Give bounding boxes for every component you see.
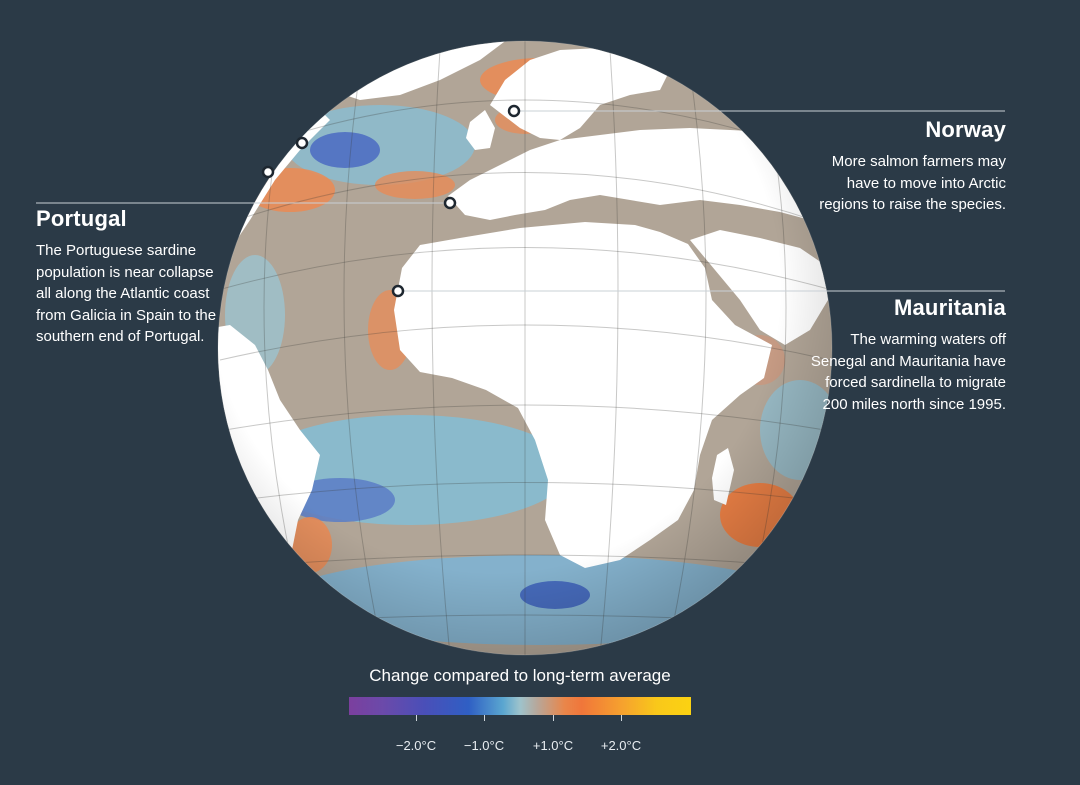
legend-tick-label: −2.0°C bbox=[395, 738, 437, 753]
marker-north-america-1 bbox=[295, 136, 309, 150]
globe-outline bbox=[217, 40, 833, 656]
marker-portugal bbox=[443, 196, 457, 210]
callout-portugal-title: Portugal bbox=[36, 206, 127, 231]
legend-tick-mark bbox=[553, 715, 554, 721]
legend-tick-mark bbox=[484, 715, 485, 721]
callout-norway-body: More salmon farmers may have to move int… bbox=[819, 153, 1006, 213]
marker-norway bbox=[507, 104, 521, 118]
globe-shading bbox=[218, 41, 832, 655]
legend-tick-label: −1.0°C bbox=[463, 738, 505, 753]
callout-norway: Norway More salmon farmers may have to m… bbox=[818, 117, 1006, 216]
callout-mauritania: Mauritania The warming waters off Senega… bbox=[810, 295, 1006, 415]
location-markers bbox=[261, 104, 521, 298]
legend-color-scale bbox=[349, 697, 691, 715]
callout-norway-title: Norway bbox=[925, 117, 1006, 142]
legend-tick-label: +2.0°C bbox=[600, 738, 642, 753]
callout-portugal: Portugal The Portuguese sardine populati… bbox=[36, 206, 226, 348]
marker-mauritania bbox=[391, 284, 405, 298]
legend-tick-mark bbox=[416, 715, 417, 721]
legend-title: Change compared to long-term average bbox=[369, 666, 671, 685]
callout-portugal-body: The Portuguese sardine population is nea… bbox=[36, 242, 217, 345]
legend-tick-label: +1.0°C bbox=[532, 738, 574, 753]
globe bbox=[218, 41, 832, 655]
marker-north-america-2 bbox=[261, 165, 275, 179]
callout-mauritania-title: Mauritania bbox=[893, 295, 1006, 320]
legend-tick-mark bbox=[621, 715, 622, 721]
callout-mauritania-body: The warming waters off Senegal and Mauri… bbox=[810, 331, 1006, 413]
leader-lines bbox=[36, 110, 1005, 292]
